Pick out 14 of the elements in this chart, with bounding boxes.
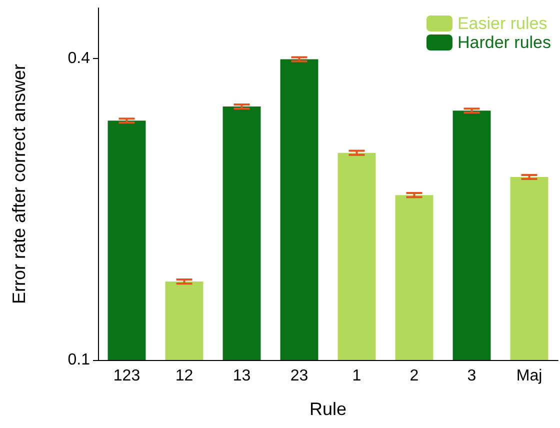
x-tick-label: 3 xyxy=(467,368,476,384)
x-tick-label: 123 xyxy=(113,368,140,384)
x-tick-label: 13 xyxy=(232,368,251,384)
x-tick-label: 12 xyxy=(175,368,194,384)
legend-label: Harder rules xyxy=(457,33,552,52)
y-tick-label: 0.1 xyxy=(68,352,90,368)
legend-label: Easier rules xyxy=(457,14,548,33)
y-tick-label: 0.4 xyxy=(68,50,90,67)
x-tick-label: 2 xyxy=(410,368,419,384)
x-tick-label: 1 xyxy=(352,368,362,384)
x-tick-label: Maj xyxy=(516,368,542,384)
y-axis-title: Error rate after correct answer xyxy=(9,64,29,304)
x-tick-label: 23 xyxy=(290,368,308,384)
x-axis-title: Rule xyxy=(309,399,347,419)
